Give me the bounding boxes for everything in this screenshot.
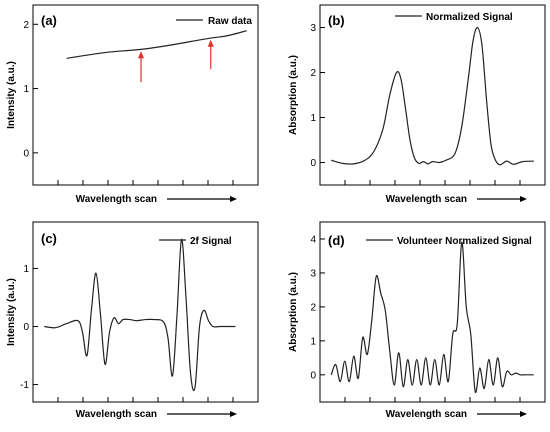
panel-label-b: (b) (328, 13, 345, 28)
y-tick-label-b: 2 (310, 68, 316, 79)
series-layer-c (44, 238, 236, 392)
ticks-b: 0 1 2 3 (310, 23, 521, 185)
annotation-arrow-a (138, 51, 144, 83)
y-tick-label-c: -1 (20, 380, 29, 391)
legend-label-a: Raw data (208, 16, 252, 27)
y-axis-label-c: Intensity (a.u.) (6, 278, 17, 346)
y-tick-label-c: 0 (23, 322, 29, 333)
series-line-c-0 (44, 238, 236, 392)
x-axis-arrow-c (167, 411, 237, 417)
x-axis-label-a: Wavelength scan (76, 194, 157, 205)
y-tick-label-d: 2 (310, 302, 316, 313)
ticks-c: -1 0 1 (20, 264, 234, 402)
plot-frame-b (319, 4, 546, 186)
ticks-a: 0 1 2 (23, 20, 234, 185)
series-layer-a (66, 30, 247, 59)
panel-label-c: (c) (41, 231, 57, 246)
x-axis-label-d: Wavelength scan (386, 409, 467, 420)
legend-label-b: Normalized Signal (426, 12, 513, 23)
series-layer-d (330, 241, 534, 394)
y-tick-label-d: 4 (310, 234, 316, 245)
annotations-a (138, 39, 214, 83)
panel-a: (a) Raw data Wavelength scan Intensity (… (6, 4, 259, 205)
annotation-arrow-a (207, 39, 214, 70)
x-axis-arrow-a (167, 196, 237, 202)
y-tick-label-d: 0 (310, 370, 316, 381)
y-axis-label-a: Intensity (a.u.) (6, 61, 17, 129)
y-tick-label-a: 2 (23, 20, 29, 31)
panel-b: (b) Normalized Signal Wavelength scan Ab… (288, 4, 546, 205)
y-axis-label-d: Absorption (a.u.) (288, 272, 299, 352)
y-tick-label-d: 1 (310, 336, 316, 347)
x-axis-label-c: Wavelength scan (76, 409, 157, 420)
plot-frame-c (32, 221, 259, 403)
panel-label-a: (a) (41, 13, 57, 28)
series-line-b-0 (331, 26, 534, 166)
y-axis-label-b: Absorption (a.u.) (288, 55, 299, 135)
panel-c: (c) 2f Signal Wavelength scan Intensity … (6, 221, 259, 420)
plot-frame-a (32, 4, 259, 186)
panel-label-d: (d) (328, 233, 345, 248)
legend-label-d: Volunteer Normalized Signal (397, 236, 532, 247)
x-axis-arrow-b (477, 196, 527, 202)
panel-d: (d) Volunteer Normalized Signal Waveleng… (288, 221, 546, 420)
plot-frame-d (319, 221, 546, 403)
y-tick-label-a: 1 (23, 84, 29, 95)
series-line-a-0 (66, 30, 247, 59)
y-tick-label-b: 0 (310, 158, 316, 169)
y-tick-label-a: 0 (23, 148, 29, 159)
series-layer-b (331, 26, 534, 166)
y-tick-label-d: 3 (310, 268, 316, 279)
y-tick-label-b: 3 (310, 23, 316, 34)
series-line-d-0 (330, 241, 534, 394)
ticks-d: 0 1 2 3 4 (310, 234, 521, 402)
legend-label-c: 2f Signal (190, 236, 232, 247)
x-axis-arrow-d (477, 411, 527, 417)
y-tick-label-b: 1 (310, 113, 316, 124)
x-axis-label-b: Wavelength scan (386, 194, 467, 205)
y-tick-label-c: 1 (23, 264, 29, 275)
